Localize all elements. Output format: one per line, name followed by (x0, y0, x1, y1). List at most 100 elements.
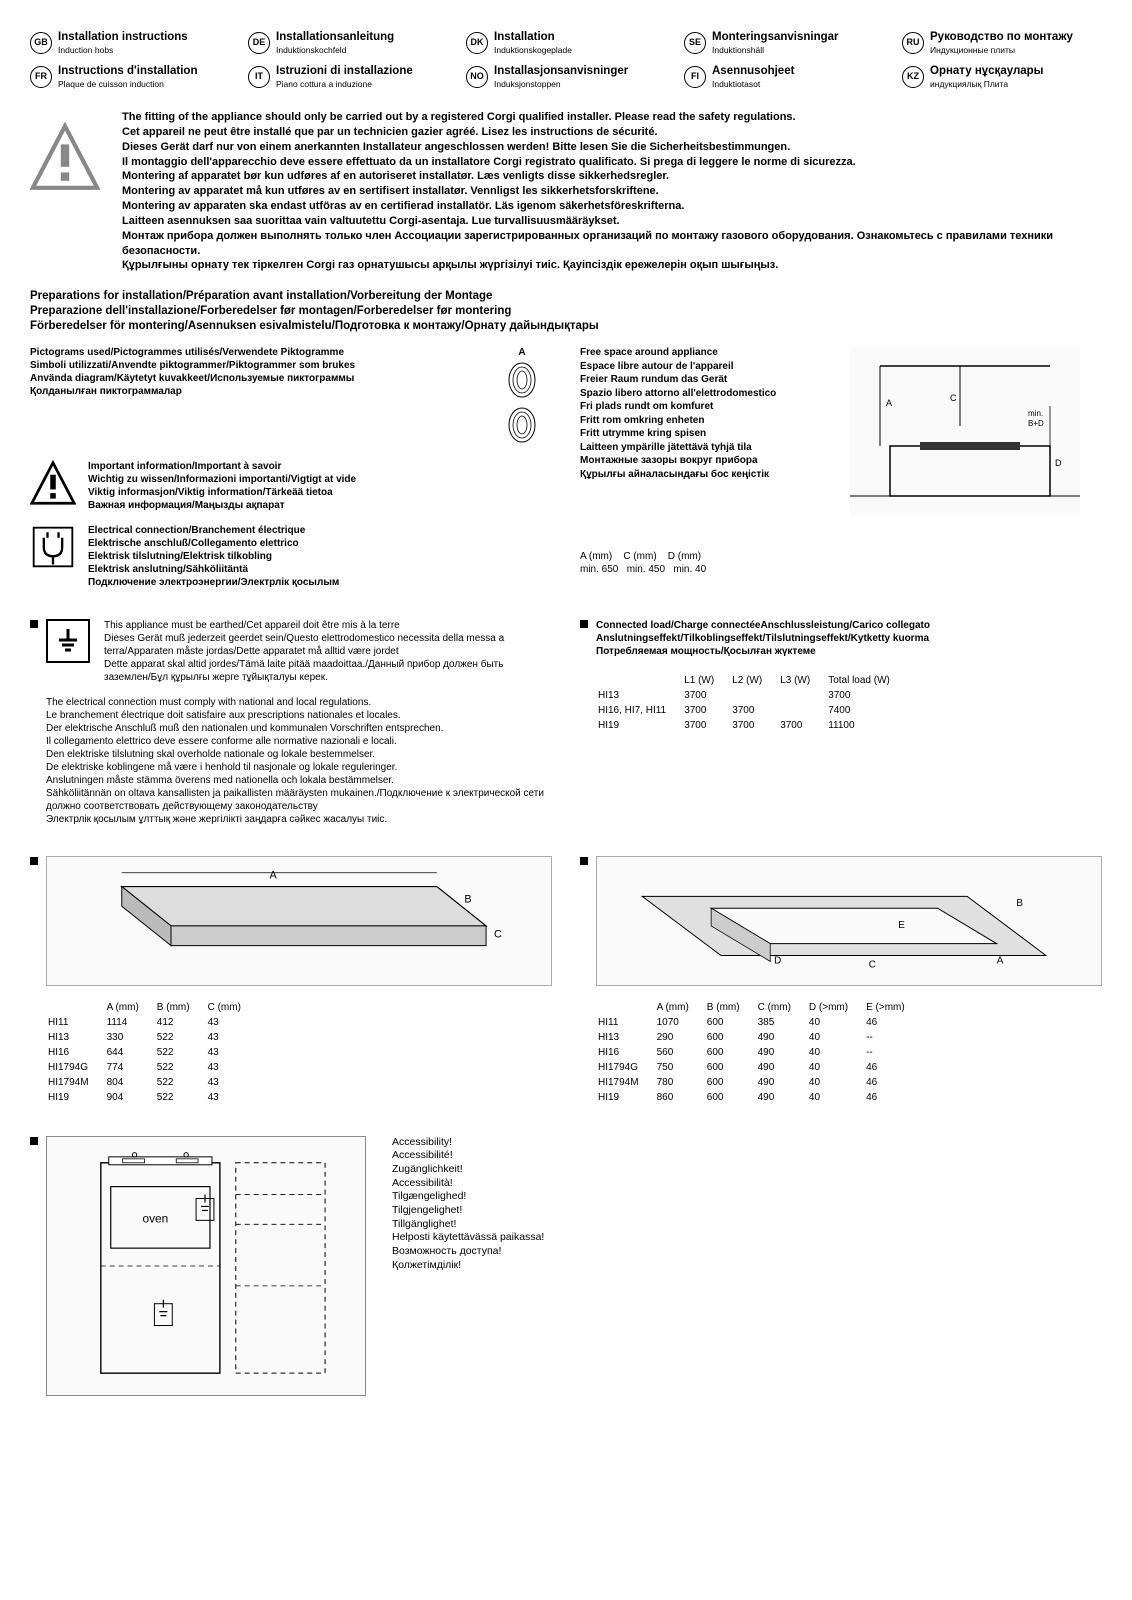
svg-text:C: C (494, 929, 502, 941)
hob-dimensions-diagram: A B C (46, 856, 552, 986)
language-title: Installation instructions (58, 30, 188, 45)
table-header: C (mm) (208, 1001, 257, 1014)
language-code-badge: FR (30, 66, 52, 88)
language-header: GB Installation instructions Induction h… (30, 30, 1102, 90)
language-entry: DE Installationsanleitung Induktionskoch… (248, 30, 448, 56)
language-title: Installasjonsanvisninger (494, 64, 628, 79)
language-entry: FR Instructions d'installation Plaque de… (30, 64, 230, 90)
safety-warning-block: The fitting of the appliance should only… (30, 110, 1102, 273)
svg-text:A: A (886, 398, 892, 408)
language-subtitle: Induktiotasot (712, 79, 794, 90)
warning-line: Montering av apparaten ska endast utföra… (122, 199, 1102, 214)
language-entry: DK Installation Induktionskogeplade (466, 30, 666, 56)
bullet-icon (30, 620, 38, 628)
warning-line: Құрылғыны орнату тек тіркелген Corgi газ… (122, 258, 1102, 273)
language-code-badge: SE (684, 32, 706, 54)
table-header: A (mm) (657, 1001, 705, 1014)
language-code-badge: IT (248, 66, 270, 88)
warning-line: Dieses Gerät darf nur von einem anerkann… (122, 140, 1102, 155)
table-row: HI1794M80452243 (48, 1076, 257, 1089)
bullet-icon (30, 1137, 38, 1145)
table-row: HI16, HI7, HI11370037007400 (598, 704, 906, 717)
table-header (598, 1001, 655, 1014)
bullet-icon (580, 620, 588, 628)
svg-text:B: B (1016, 898, 1023, 909)
table-row: HI1664452243 (48, 1046, 257, 1059)
language-entry: NO Installasjonsanvisninger Induksjonsto… (466, 64, 666, 90)
svg-text:B+D: B+D (1028, 419, 1044, 428)
language-subtitle: Induktionskogeplade (494, 45, 572, 56)
earthing-text: This appliance must be earthed/Cet appar… (104, 619, 552, 684)
cutout-dimensions-diagram: B A C D E (596, 856, 1102, 986)
language-entry: GB Installation instructions Induction h… (30, 30, 230, 56)
language-entry: KZ Орнату нұсқаулары индукциялық Плита (902, 64, 1102, 90)
svg-text:E: E (898, 920, 905, 931)
hob-dimensions-table: A (mm)B (mm)C (mm)HI11111441243HI1333052… (46, 999, 259, 1106)
language-entry: FI Asennusohjeet Induktiotasot (684, 64, 884, 90)
table-header: C (mm) (758, 1001, 807, 1014)
preparations-heading: Preparations for installation/Préparatio… (30, 289, 1102, 334)
table-row: HI1110706003854046 (598, 1016, 921, 1029)
table-header: L2 (W) (732, 674, 778, 687)
table-row: HI1794M7806004904046 (598, 1076, 921, 1089)
warning-line: Il montaggio dell'apparecchio deve esser… (122, 155, 1102, 170)
electrical-connection-heading: Electrical connection/Branchement électr… (88, 524, 339, 589)
language-code-badge: DE (248, 32, 270, 54)
oven-label: oven (142, 1211, 168, 1225)
regulations-text: The electrical connection must comply wi… (46, 696, 552, 826)
connected-load-heading: Connected load/Charge connectéeAnschluss… (596, 619, 1102, 658)
language-title: Istruzioni di installazione (276, 64, 413, 79)
table-row: HI11111441243 (48, 1016, 257, 1029)
warning-line: Монтаж прибора должен выполнять только ч… (122, 229, 1102, 259)
warning-line: Cet appareil ne peut être installé que p… (122, 125, 1102, 140)
warning-line: Montering af apparatet bør kun udføres a… (122, 169, 1102, 184)
language-subtitle: Plaque de cuisson induction (58, 79, 197, 90)
table-header (598, 674, 682, 687)
cutout-dimensions-table: A (mm)B (mm)C (mm)D (>mm)E (>mm)HI111070… (596, 999, 923, 1106)
svg-text:D: D (1055, 458, 1062, 468)
warning-line: Montering av apparatet må kun utføres av… (122, 184, 1102, 199)
clearance-diagram: A C min. B+D D (828, 346, 1102, 516)
letter-a-label: A (492, 346, 552, 359)
warning-triangle-icon (30, 122, 100, 192)
svg-text:A: A (269, 870, 277, 882)
table-header (48, 1001, 105, 1014)
accessibility-text: Accessibility! Accessibilité! Zugänglich… (392, 1136, 1102, 1272)
table-row: HI1794G77452243 (48, 1061, 257, 1074)
language-code-badge: RU (902, 32, 924, 54)
oven-accessibility-diagram: oven (46, 1136, 366, 1396)
table-header: L1 (W) (684, 674, 730, 687)
bullet-icon (580, 857, 588, 865)
safety-warning-text: The fitting of the appliance should only… (122, 110, 1102, 273)
free-space-heading: Free space around appliance Espace libre… (580, 346, 810, 481)
table-header: Total load (W) (828, 674, 906, 687)
language-subtitle: Induction hobs (58, 45, 188, 56)
svg-text:A: A (997, 956, 1004, 967)
language-title: Installationsanleitung (276, 30, 394, 45)
table-row: HI1337003700 (598, 689, 906, 702)
language-entry: RU Руководство по монтажу Индукционные п… (902, 30, 1102, 56)
language-code-badge: GB (30, 32, 52, 54)
warning-triangle-icon (30, 460, 76, 506)
language-code-badge: NO (466, 66, 488, 88)
svg-text:C: C (950, 393, 957, 403)
language-title: Asennusohjeet (712, 64, 794, 79)
language-entry: SE Monteringsanvisningar Induktionshäll (684, 30, 884, 56)
language-subtitle: Piano cottura a induzione (276, 79, 413, 90)
warning-line: The fitting of the appliance should only… (122, 110, 1102, 125)
table-header: A (mm) (107, 1001, 155, 1014)
clearance-mins: A (mm) C (mm) D (mm) min. 650 min. 450 m… (580, 550, 1102, 576)
language-code-badge: DK (466, 32, 488, 54)
table-row: HI1794G7506004904046 (598, 1061, 921, 1074)
svg-text:min.: min. (1028, 409, 1043, 418)
plug-icon (30, 524, 76, 570)
language-title: Monteringsanvisningar (712, 30, 839, 45)
language-subtitle: индукциялық Плита (930, 79, 1044, 90)
svg-text:B: B (464, 894, 471, 906)
warning-line: Laitteen asennuksen saa suorittaa vain v… (122, 214, 1102, 229)
important-info-heading: Important information/Important à savoir… (88, 460, 356, 512)
table-row: HI198606004904046 (598, 1091, 921, 1104)
language-subtitle: Induktionshäll (712, 45, 839, 56)
language-title: Installation (494, 30, 572, 45)
table-header: B (mm) (157, 1001, 206, 1014)
